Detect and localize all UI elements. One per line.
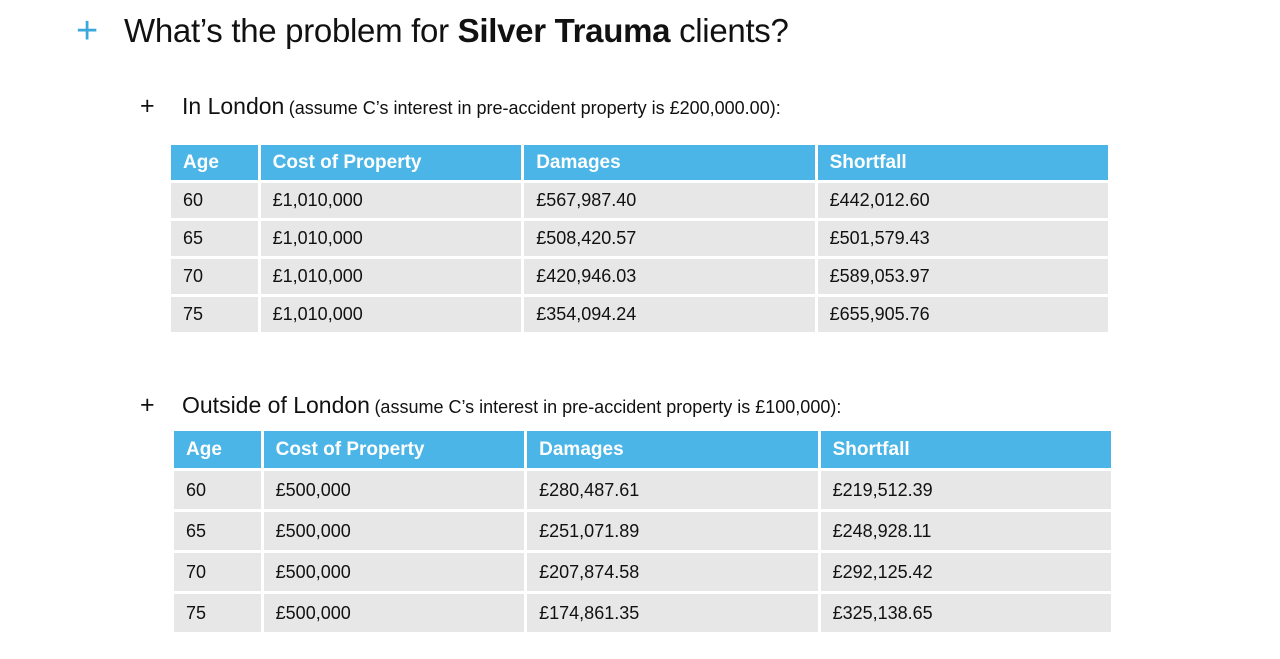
cell-cost: £1,010,000	[260, 259, 525, 297]
cell-shortfall: £219,512.39	[820, 471, 1111, 512]
cell-damages: £420,946.03	[524, 259, 818, 297]
title-bold: Silver Trauma	[457, 12, 671, 49]
cell-damages: £508,420.57	[524, 221, 818, 259]
cell-cost: £500,000	[263, 512, 528, 553]
header-damages: Damages	[527, 431, 821, 471]
title-suffix: clients?	[670, 12, 789, 49]
title-plus-icon: +	[76, 10, 99, 52]
cell-shortfall: £442,012.60	[817, 183, 1108, 221]
table-row: 75 £1,010,000 £354,094.24 £655,905.76	[171, 297, 1108, 332]
cell-age: 70	[174, 553, 264, 594]
title-prefix: What’s the problem for	[124, 12, 458, 49]
cell-shortfall: £655,905.76	[817, 297, 1108, 332]
cell-shortfall: £248,928.11	[820, 512, 1111, 553]
cell-shortfall: £292,125.42	[820, 553, 1111, 594]
title-text: What’s the problem for Silver Trauma cli…	[124, 12, 789, 50]
cell-shortfall: £501,579.43	[817, 221, 1108, 259]
cell-age: 65	[171, 221, 261, 259]
header-shortfall: Shortfall	[817, 145, 1108, 183]
cell-age: 60	[171, 183, 261, 221]
header-shortfall: Shortfall	[820, 431, 1111, 471]
cell-cost: £1,010,000	[260, 221, 525, 259]
header-age: Age	[171, 145, 261, 183]
table-row: 65 £1,010,000 £508,420.57 £501,579.43	[171, 221, 1108, 259]
cell-damages: £354,094.24	[524, 297, 818, 332]
header-age: Age	[174, 431, 264, 471]
cell-cost: £500,000	[263, 471, 528, 512]
cell-damages: £207,874.58	[527, 553, 821, 594]
cell-age: 75	[171, 297, 261, 332]
cell-shortfall: £589,053.97	[817, 259, 1108, 297]
cell-damages: £567,987.40	[524, 183, 818, 221]
london-table: Age Cost of Property Damages Shortfall 6…	[171, 145, 1108, 332]
section1-bullet: + In London (assume C’s interest in pre-…	[140, 92, 781, 121]
section2-bullet: + Outside of London (assume C’s interest…	[140, 391, 841, 420]
cell-cost: £1,010,000	[260, 183, 525, 221]
header-cost: Cost of Property	[260, 145, 525, 183]
cell-age: 65	[174, 512, 264, 553]
cell-damages: £174,861.35	[527, 594, 821, 632]
header-damages: Damages	[524, 145, 818, 183]
table-row: 60 £500,000 £280,487.61 £219,512.39	[174, 471, 1111, 512]
bullet-plus-icon: +	[140, 92, 155, 120]
table-header-row: Age Cost of Property Damages Shortfall	[174, 431, 1111, 471]
section2-heading: Outside of London	[182, 392, 370, 418]
bullet-plus-icon: +	[140, 391, 155, 419]
outside-london-table: Age Cost of Property Damages Shortfall 6…	[174, 431, 1111, 632]
cell-cost: £1,010,000	[260, 297, 525, 332]
table-header-row: Age Cost of Property Damages Shortfall	[171, 145, 1108, 183]
slide-title: + What’s the problem for Silver Trauma c…	[76, 6, 789, 56]
table-row: 65 £500,000 £251,071.89 £248,928.11	[174, 512, 1111, 553]
cell-cost: £500,000	[263, 553, 528, 594]
section1-heading: In London	[182, 93, 285, 119]
header-cost: Cost of Property	[263, 431, 528, 471]
cell-age: 70	[171, 259, 261, 297]
section1-note: (assume C’s interest in pre-accident pro…	[288, 98, 781, 118]
cell-damages: £251,071.89	[527, 512, 821, 553]
cell-age: 60	[174, 471, 264, 512]
cell-damages: £280,487.61	[527, 471, 821, 512]
table-row: 70 £1,010,000 £420,946.03 £589,053.97	[171, 259, 1108, 297]
cell-cost: £500,000	[263, 594, 528, 632]
table-row: 75 £500,000 £174,861.35 £325,138.65	[174, 594, 1111, 632]
section2-note: (assume C’s interest in pre-accident pro…	[374, 397, 842, 417]
cell-shortfall: £325,138.65	[820, 594, 1111, 632]
table-row: 60 £1,010,000 £567,987.40 £442,012.60	[171, 183, 1108, 221]
cell-age: 75	[174, 594, 264, 632]
table-row: 70 £500,000 £207,874.58 £292,125.42	[174, 553, 1111, 594]
